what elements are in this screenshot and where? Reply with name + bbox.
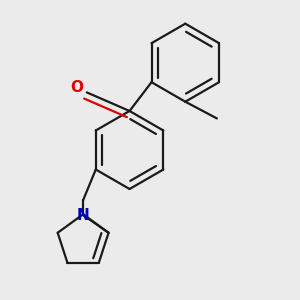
- Text: N: N: [77, 208, 89, 223]
- Text: O: O: [70, 80, 83, 95]
